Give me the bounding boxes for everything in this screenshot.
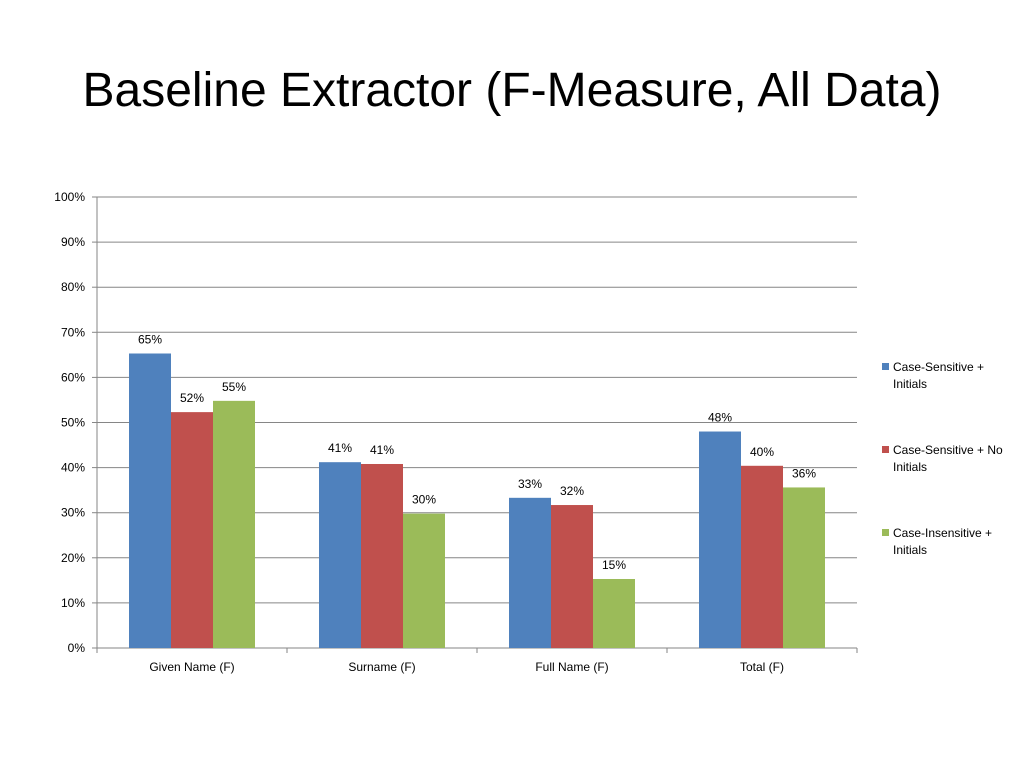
bar	[783, 487, 825, 648]
y-tick-label: 100%	[54, 190, 85, 204]
x-tick-label: Surname (F)	[348, 660, 415, 674]
x-tick-label: Total (F)	[740, 660, 784, 674]
y-tick-label: 20%	[61, 551, 85, 565]
y-tick-label: 70%	[61, 325, 85, 339]
bar	[171, 412, 213, 648]
data-label: 55%	[222, 380, 246, 394]
legend-label: Case-Insensitive +	[893, 526, 992, 540]
legend-label: Initials	[893, 543, 927, 557]
slide-title: Baseline Extractor (F-Measure, All Data)	[82, 64, 942, 117]
y-tick-label: 10%	[61, 596, 85, 610]
legend-label: Case-Sensitive + No	[893, 443, 1003, 457]
y-tick-label: 60%	[61, 370, 85, 384]
bar	[319, 462, 361, 648]
data-label: 48%	[708, 411, 732, 425]
data-label: 30%	[412, 493, 436, 507]
x-tick-label: Full Name (F)	[535, 660, 608, 674]
data-label: 40%	[750, 445, 774, 459]
legend-label: Initials	[893, 377, 927, 391]
x-tick-label: Given Name (F)	[149, 660, 234, 674]
bar	[741, 465, 783, 648]
bar	[403, 513, 445, 648]
y-tick-label: 50%	[61, 416, 85, 430]
y-tick-label: 80%	[61, 280, 85, 294]
bar	[129, 353, 171, 648]
y-tick-label: 0%	[68, 641, 86, 655]
data-label: 52%	[180, 391, 204, 405]
legend-swatch	[882, 446, 889, 453]
legend-swatch	[882, 363, 889, 370]
data-label: 15%	[602, 558, 626, 572]
legend-swatch	[882, 529, 889, 536]
y-tick-label: 30%	[61, 506, 85, 520]
data-label: 32%	[560, 484, 584, 498]
bar	[593, 578, 635, 648]
y-tick-label: 90%	[61, 235, 85, 249]
bar	[551, 505, 593, 648]
data-label: 41%	[328, 441, 352, 455]
legend-label: Case-Sensitive +	[893, 360, 984, 374]
bar	[699, 431, 741, 648]
bar	[213, 400, 255, 648]
data-label: 41%	[370, 443, 394, 457]
data-label: 65%	[138, 332, 162, 346]
y-tick-label: 40%	[61, 461, 85, 475]
bar	[509, 497, 551, 648]
data-label: 36%	[792, 466, 816, 480]
legend-label: Initials	[893, 460, 927, 474]
bar	[361, 463, 403, 648]
data-label: 33%	[518, 477, 542, 491]
